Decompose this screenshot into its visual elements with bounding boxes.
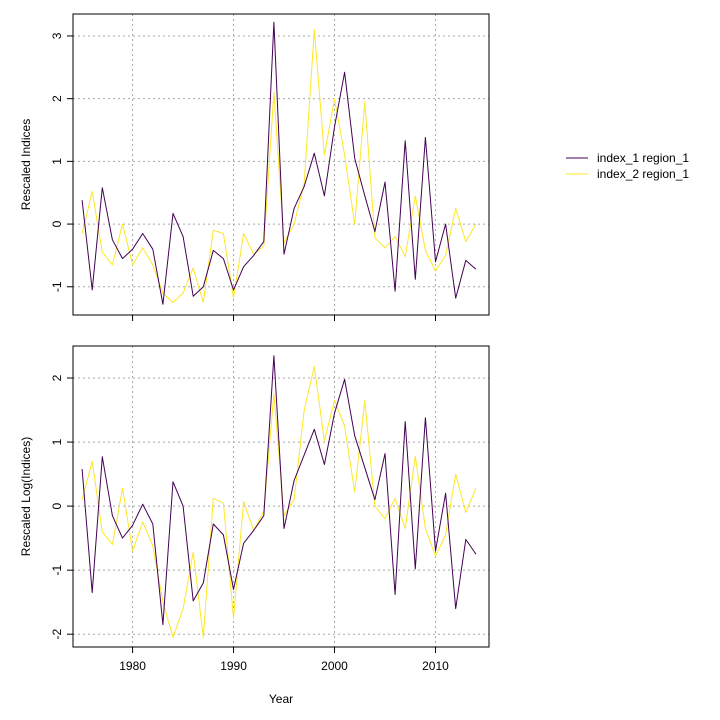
bottom-panel: 1980 1990 2000 2010 -2 -1 0 1 2 Rescaled Log(Ind… [19, 345, 490, 706]
series-line-index-1 [81, 355, 477, 626]
x-tick-label: 2010 [422, 659, 449, 673]
x-tick-label: 2000 [321, 659, 348, 673]
y-tick-label: 1 [50, 438, 64, 445]
legend-label-index-1: index_1 region_1 [597, 151, 689, 165]
x-tick-label: 1990 [220, 659, 247, 673]
bottom-panel-series [81, 355, 477, 638]
y-tick-label: -1 [50, 281, 64, 292]
x-tick-label: 1980 [119, 659, 146, 673]
bottom-panel-y-axis-label: Rescaled Log(Indices) [19, 437, 33, 556]
series-line-index-2 [81, 29, 477, 303]
y-tick-label: 0 [50, 502, 64, 509]
y-tick-label: 2 [50, 374, 64, 381]
y-tick-label: 2 [50, 95, 64, 102]
y-tick-label: 1 [50, 158, 64, 165]
x-axis-label: Year [269, 692, 293, 706]
top-panel-y-axis-label: Rescaled Indices [19, 119, 33, 210]
y-tick-label: -1 [50, 564, 64, 575]
y-tick-label: -2 [50, 629, 64, 640]
top-panel: -1 0 1 2 3 Rescaled Indices [19, 13, 490, 321]
top-panel-series [81, 21, 477, 305]
legend: index_1 region_1 index_2 region_1 [566, 151, 689, 181]
bottom-panel-ticks: 1980 1990 2000 2010 -2 -1 0 1 2 [50, 374, 449, 673]
legend-label-index-2: index_2 region_1 [597, 167, 689, 181]
bottom-panel-frame [72, 345, 490, 648]
top-panel-ticks: -1 0 1 2 3 [50, 32, 436, 321]
top-panel-frame [72, 13, 490, 316]
y-tick-label: 0 [50, 220, 64, 227]
series-line-index-1 [81, 21, 477, 305]
y-tick-label: 3 [50, 32, 64, 39]
